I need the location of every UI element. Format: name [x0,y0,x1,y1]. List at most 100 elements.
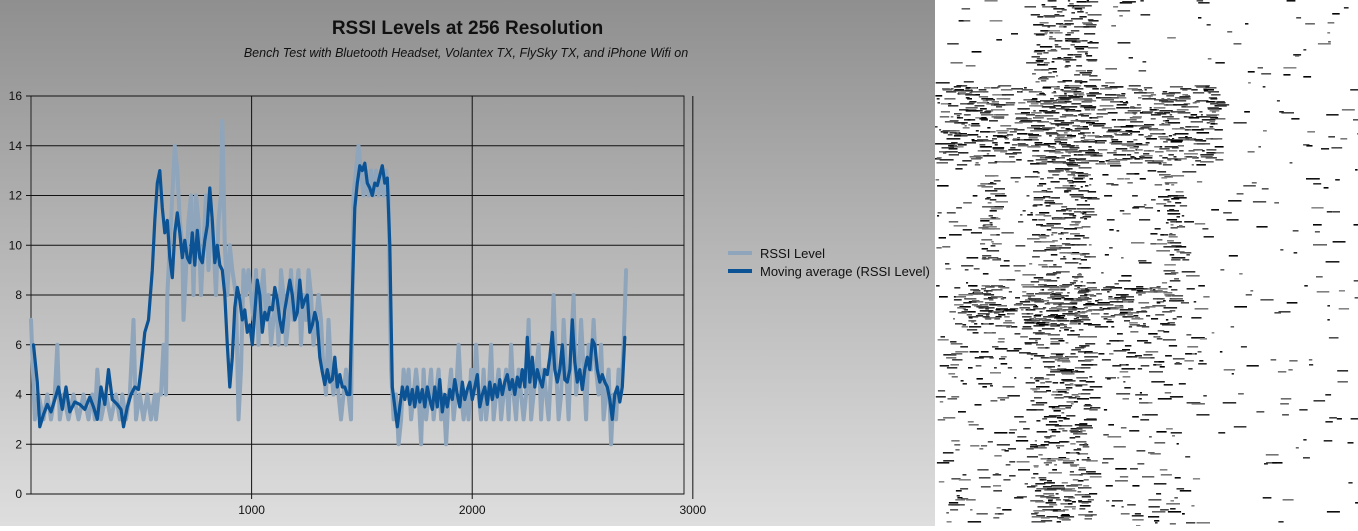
noise-stroke [1050,98,1054,100]
noise-stroke [1063,256,1065,258]
noise-stroke [1003,479,1010,481]
noise-stroke [1089,178,1093,180]
noise-stroke [1262,188,1269,190]
noise-stroke [1037,62,1040,64]
noise-stroke [969,424,979,426]
noise-stroke [1244,111,1250,113]
noise-stroke [1039,292,1052,294]
noise-stroke [982,285,990,287]
noise-stroke [958,411,966,413]
noise-stroke [1177,109,1189,111]
noise-stroke [1082,317,1089,319]
noise-stroke [1109,247,1113,249]
noise-stroke [1063,357,1067,359]
noise-stroke [954,304,963,306]
noise-stroke [980,218,991,220]
noise-stroke [1070,452,1077,454]
noise-stroke [1035,318,1046,320]
noise-stroke [991,289,996,291]
noise-stroke [1032,219,1037,221]
noise-stroke [1056,499,1061,501]
noise-stroke [1070,330,1074,332]
noise-stroke [1125,345,1132,347]
noise-stroke [1054,32,1062,34]
noise-stroke [1081,267,1090,269]
noise-stroke [1051,181,1060,183]
noise-stroke [1041,103,1055,105]
noise-stroke [1037,155,1045,157]
noise-stroke [1018,221,1023,223]
noise-stroke [994,150,1007,152]
noise-stroke [1168,154,1174,156]
noise-stroke [1078,393,1081,395]
noise-stroke [1072,244,1075,246]
noise-stroke [1051,234,1053,236]
noise-stroke [1070,282,1076,284]
noise-stroke [947,138,961,140]
noise-stroke [1008,448,1016,450]
noise-stroke [1055,149,1068,151]
noise-stroke [1234,426,1247,428]
noise-stroke [1169,213,1180,215]
noise-stroke [1009,432,1015,434]
x-tick-label: 2000 [459,503,486,517]
noise-stroke [1085,256,1090,258]
noise-stroke [947,367,957,369]
noise-stroke [1217,104,1229,106]
noise-stroke [1098,353,1104,355]
legend-swatch-moving-average [728,269,752,273]
noise-stroke [1084,419,1097,421]
noise-stroke [1046,374,1055,376]
noise-stroke [1029,263,1032,265]
noise-stroke [1046,225,1054,227]
noise-stroke [949,234,962,236]
noise-stroke [955,351,968,353]
noise-stroke [1098,149,1108,151]
noise-stroke [1182,513,1185,515]
noise-stroke [951,62,963,64]
noise-stroke [1084,494,1090,496]
noise-stroke [1281,398,1292,400]
noise-stroke [1178,158,1187,160]
noise-stroke [1258,146,1261,148]
noise-stroke [1127,504,1136,506]
noise-stroke [940,365,949,367]
noise-stroke [1011,33,1018,35]
noise-stroke [1132,207,1139,209]
noise-stroke [1072,508,1076,510]
noise-stroke [1049,32,1053,34]
noise-stroke [1140,0,1143,2]
noise-stroke [1027,313,1030,315]
noise-stroke [1101,99,1114,101]
noise-stroke [1195,85,1206,87]
noise-stroke [1048,72,1052,74]
noise-stroke [1173,318,1177,320]
noise-stroke [1195,223,1206,225]
noise-stroke [1090,41,1093,43]
noise-stroke [949,221,958,223]
noise-stroke [1186,106,1199,108]
noise-stroke [1090,117,1092,119]
noise-stroke [1237,193,1244,195]
noise-stroke [1017,108,1029,110]
noise-stroke [1182,89,1187,91]
noise-stroke [968,320,976,322]
noise-stroke [1053,91,1056,93]
noise-stroke [975,404,982,406]
noise-stroke [1271,359,1277,361]
noise-stroke [1176,362,1180,364]
noise-stroke [1181,302,1189,304]
noise-stroke [1018,144,1028,146]
noise-stroke [1062,232,1068,234]
noise-stroke [1117,104,1127,106]
noise-stroke [1047,161,1053,163]
noise-stroke [1198,17,1201,19]
noise-stroke [992,87,996,89]
noise-stroke [1139,262,1152,264]
noise-stroke [1175,477,1181,479]
noise-stroke [947,212,956,214]
noise-stroke [969,317,973,319]
noise-stroke [1189,117,1200,119]
noise-stroke [943,452,954,454]
noise-stroke [1197,0,1204,2]
